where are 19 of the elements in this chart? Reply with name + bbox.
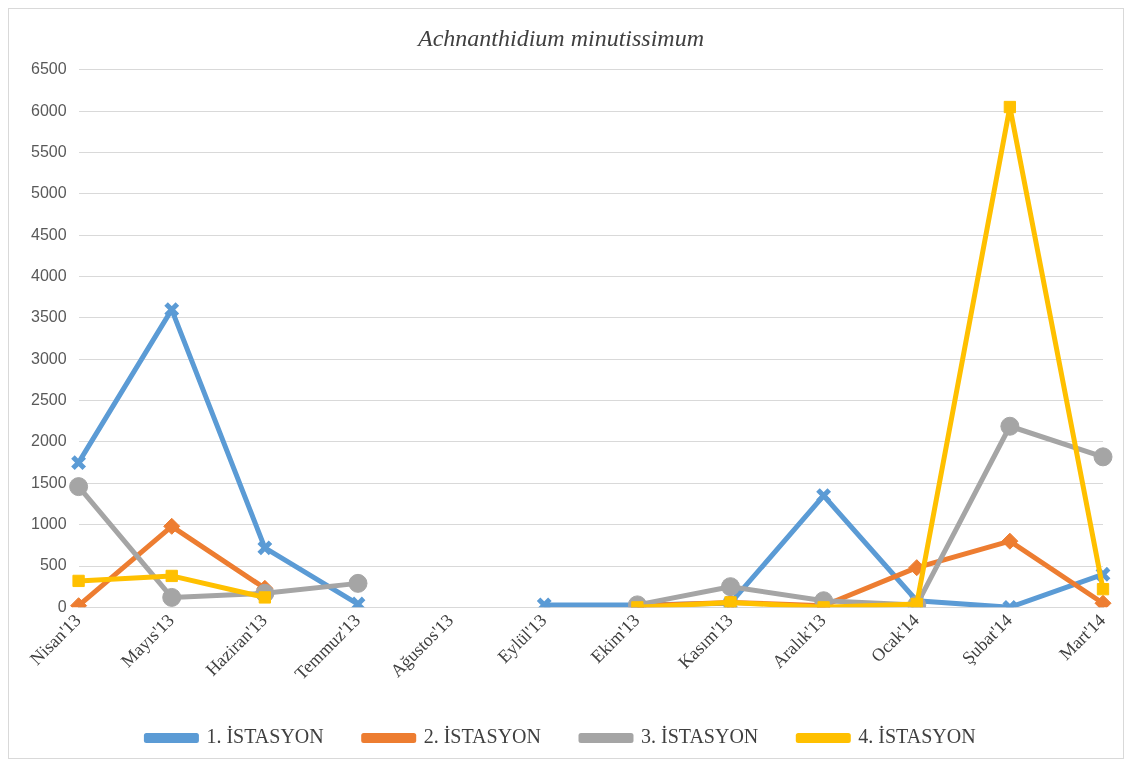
y-tick-label: 5500 [31, 142, 67, 160]
legend-label: 4. İSTASYON [858, 725, 976, 748]
y-tick-label: 4500 [31, 225, 67, 243]
chart-title: Achnanthidium minutissimum [416, 24, 704, 51]
y-tick-label: 1500 [31, 473, 67, 491]
y-tick-label: 5000 [31, 184, 67, 202]
legend-label: 3. İSTASYON [641, 725, 759, 748]
legend-label: 2. İSTASYON [423, 725, 541, 748]
y-tick-label: 1000 [31, 515, 67, 533]
y-tick-label: 2500 [31, 391, 67, 409]
y-tick-label: 500 [39, 556, 67, 574]
y-tick-label: 4000 [31, 266, 67, 284]
legend-label: 1. İSTASYON [206, 725, 324, 748]
y-tick-label: 3500 [31, 308, 67, 326]
y-tick-label: 3000 [31, 349, 67, 367]
y-tick-label: 0 [57, 597, 67, 615]
y-tick-label: 6500 [31, 60, 67, 78]
y-tick-label: 6000 [31, 101, 67, 119]
y-tick-label: 2000 [31, 432, 67, 450]
